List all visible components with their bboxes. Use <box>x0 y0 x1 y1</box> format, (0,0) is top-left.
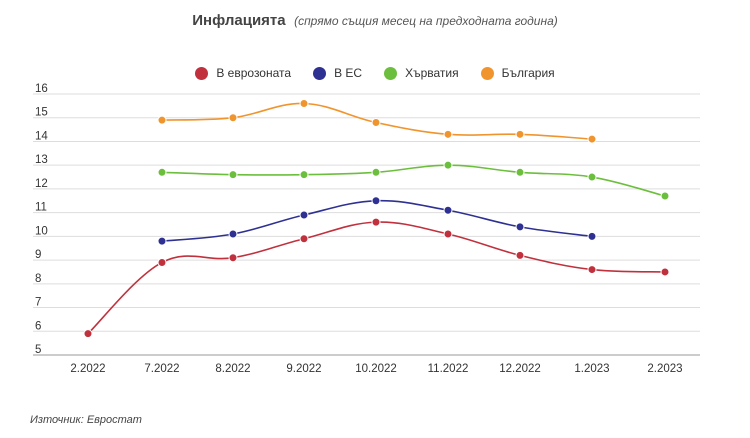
data-point <box>515 250 525 260</box>
data-point <box>157 167 167 177</box>
legend: В еврозоната В ЕС Хърватия България <box>0 66 750 80</box>
y-tick-label: 8 <box>35 273 41 285</box>
data-point <box>443 205 453 215</box>
x-tick-label: 2.2023 <box>647 363 682 375</box>
data-point <box>299 234 309 244</box>
x-tick-label: 1.2023 <box>574 363 609 375</box>
y-tick-label: 14 <box>35 130 48 142</box>
data-point <box>587 265 597 275</box>
legend-label: България <box>501 66 555 80</box>
y-tick-label: 11 <box>35 202 47 214</box>
legend-label: Хърватия <box>405 66 459 80</box>
data-point <box>371 217 381 227</box>
x-tick-label: 10.2022 <box>355 363 397 375</box>
y-tick-label: 6 <box>35 320 41 332</box>
data-point <box>660 191 670 201</box>
legend-dot-icon <box>384 66 398 80</box>
x-tick-label: 8.2022 <box>215 363 250 375</box>
data-point <box>83 329 93 339</box>
data-point <box>157 257 167 267</box>
data-point <box>587 231 597 241</box>
data-point <box>515 222 525 232</box>
legend-item-bulgaria[interactable]: България <box>480 66 555 80</box>
data-point <box>660 267 670 277</box>
legend-item-eu[interactable]: В ЕС <box>313 66 362 80</box>
x-tick-label: 11.2022 <box>428 363 469 375</box>
data-point <box>299 170 309 180</box>
data-point <box>157 115 167 125</box>
y-tick-label: 7 <box>35 297 41 309</box>
x-tick-label: 2.2022 <box>70 363 105 375</box>
data-point <box>515 129 525 139</box>
data-point <box>299 98 309 108</box>
data-point <box>228 113 238 123</box>
data-point <box>299 210 309 220</box>
data-point <box>443 160 453 170</box>
y-tick-label: 9 <box>35 249 41 261</box>
y-tick-label: 13 <box>35 154 48 166</box>
data-point <box>228 253 238 263</box>
series-line <box>161 164 666 197</box>
x-tick-label: 7.2022 <box>144 363 179 375</box>
y-tick-label: 16 <box>35 83 48 95</box>
data-point <box>228 170 238 180</box>
data-point <box>157 236 167 246</box>
data-point <box>371 117 381 127</box>
data-point <box>371 167 381 177</box>
legend-dot-icon <box>313 66 327 80</box>
legend-label: В еврозоната <box>216 66 292 80</box>
data-point <box>587 172 597 182</box>
data-point <box>443 129 453 139</box>
y-tick-label: 10 <box>35 225 48 237</box>
x-tick-label: 9.2022 <box>286 363 321 375</box>
legend-dot-icon <box>195 66 209 80</box>
data-point <box>371 196 381 206</box>
data-point <box>587 134 597 144</box>
series-line <box>87 221 666 335</box>
legend-label: В ЕС <box>334 66 363 80</box>
data-point <box>443 229 453 239</box>
legend-item-eurozone[interactable]: В еврозоната <box>195 66 291 80</box>
x-tick-label: 12.2022 <box>499 363 541 375</box>
y-tick-label: 5 <box>35 344 41 356</box>
source-note: Източник: Евростат <box>30 414 142 426</box>
y-tick-label: 15 <box>35 107 48 119</box>
data-point <box>515 167 525 177</box>
chart-title-row: Инфлацията (спрямо същия месец на предхо… <box>0 12 750 30</box>
legend-dot-icon <box>480 66 494 80</box>
legend-item-croatia[interactable]: Хърватия <box>384 66 459 80</box>
chart-subtitle: (спрямо същия месец на предходната годин… <box>294 14 558 28</box>
y-tick-label: 12 <box>35 178 48 190</box>
data-point <box>228 229 238 239</box>
chart-title: Инфлацията <box>192 12 286 29</box>
